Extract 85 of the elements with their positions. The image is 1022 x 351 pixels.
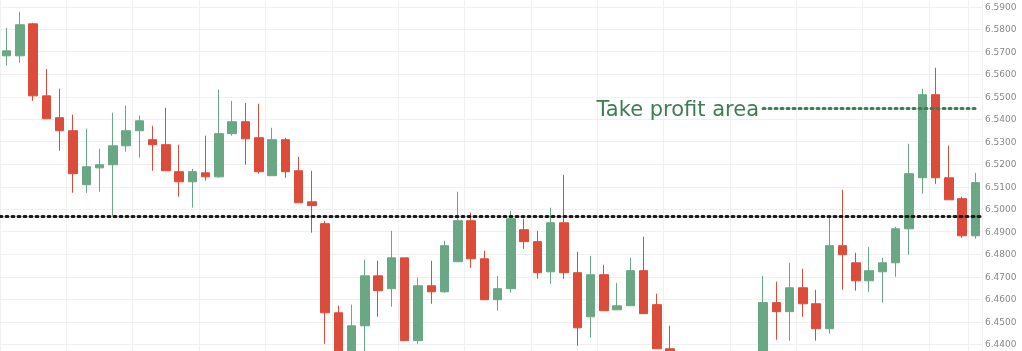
y-tick-label: 6.5000 — [985, 204, 1017, 215]
candlestick — [95, 148, 104, 193]
candlestick — [864, 246, 874, 293]
candlestick — [307, 170, 317, 234]
y-tick-label: 6.5900 — [985, 1, 1017, 12]
candlestick — [427, 260, 436, 305]
candlestick — [931, 67, 940, 185]
y-tick-label: 6.4900 — [985, 226, 1017, 237]
y-tick-label: 6.4600 — [985, 294, 1017, 305]
candlestick — [798, 268, 808, 318]
candlestick — [626, 257, 635, 307]
candlestick — [413, 277, 423, 345]
candlestick — [891, 226, 900, 278]
candlestick — [15, 11, 25, 64]
candlestick — [652, 293, 662, 350]
candlestick — [373, 260, 383, 318]
candlestick — [453, 191, 463, 263]
candlestick — [360, 259, 370, 351]
candlestick — [904, 143, 914, 256]
candlestick — [28, 22, 38, 102]
candlestick — [878, 257, 887, 304]
candlestick — [480, 250, 489, 301]
candlestick — [918, 88, 927, 195]
candlestick — [466, 212, 476, 269]
candlestick — [400, 257, 409, 342]
candlestick — [533, 230, 542, 280]
candlestick — [506, 210, 516, 294]
candlestick — [851, 252, 861, 292]
candlestick — [546, 207, 555, 285]
candlestick — [294, 156, 303, 204]
candlestick — [135, 115, 144, 159]
y-tick-label: 6.5400 — [985, 114, 1017, 125]
y-tick-label: 6.4500 — [985, 316, 1017, 327]
candlestick — [772, 281, 781, 341]
candlestick — [121, 105, 131, 153]
candlestick — [612, 282, 622, 311]
y-tick-label: 6.4800 — [985, 249, 1017, 260]
candlestick — [811, 289, 821, 342]
candlestick — [665, 325, 675, 351]
candlestick — [55, 88, 64, 152]
candlestick — [174, 144, 184, 198]
candlestick — [334, 305, 343, 351]
candlestick — [201, 135, 210, 182]
candlestick — [387, 230, 396, 308]
y-tick-label: 6.5200 — [985, 159, 1017, 170]
candlestick — [148, 125, 157, 172]
candlestick — [559, 174, 569, 280]
candlestick — [825, 215, 834, 335]
y-tick-label: 6.5800 — [985, 24, 1017, 35]
candlestick — [785, 262, 794, 342]
ref-line-label: Take profit area — [595, 96, 760, 121]
candlestick — [241, 102, 250, 166]
candlestick — [281, 137, 290, 179]
candlestick — [586, 255, 595, 339]
candlestick — [254, 103, 264, 175]
y-tick-label: 6.5500 — [985, 91, 1017, 102]
y-tick-label: 6.5100 — [985, 181, 1017, 192]
candlestick — [82, 128, 91, 194]
candlestick — [944, 145, 954, 201]
y-tick-label: 6.5300 — [985, 136, 1017, 147]
candlestick — [440, 240, 449, 294]
candlestick — [227, 100, 237, 137]
candlestick — [493, 275, 502, 312]
y-tick-label: 6.5700 — [985, 46, 1017, 57]
candlestick — [599, 264, 609, 312]
candlestick — [2, 27, 11, 67]
candlestick — [758, 275, 768, 351]
y-tick-label: 6.5600 — [985, 69, 1017, 80]
y-tick-label: 6.4700 — [985, 271, 1017, 282]
candlestick — [214, 89, 224, 179]
candlestick — [188, 168, 197, 209]
candlestick — [42, 68, 51, 120]
candlestick — [320, 220, 330, 345]
y-tick-label: 6.4400 — [985, 339, 1017, 350]
candlestick — [639, 236, 648, 315]
candlestick — [971, 172, 980, 240]
candlestick — [108, 112, 118, 217]
candlestick — [347, 304, 356, 351]
candlestick — [68, 114, 78, 194]
candlestick — [838, 189, 847, 291]
candlestick — [161, 107, 171, 172]
candlestick — [519, 218, 529, 250]
candlestick — [267, 127, 277, 177]
candlestick — [573, 251, 582, 347]
candlestick — [957, 196, 967, 239]
